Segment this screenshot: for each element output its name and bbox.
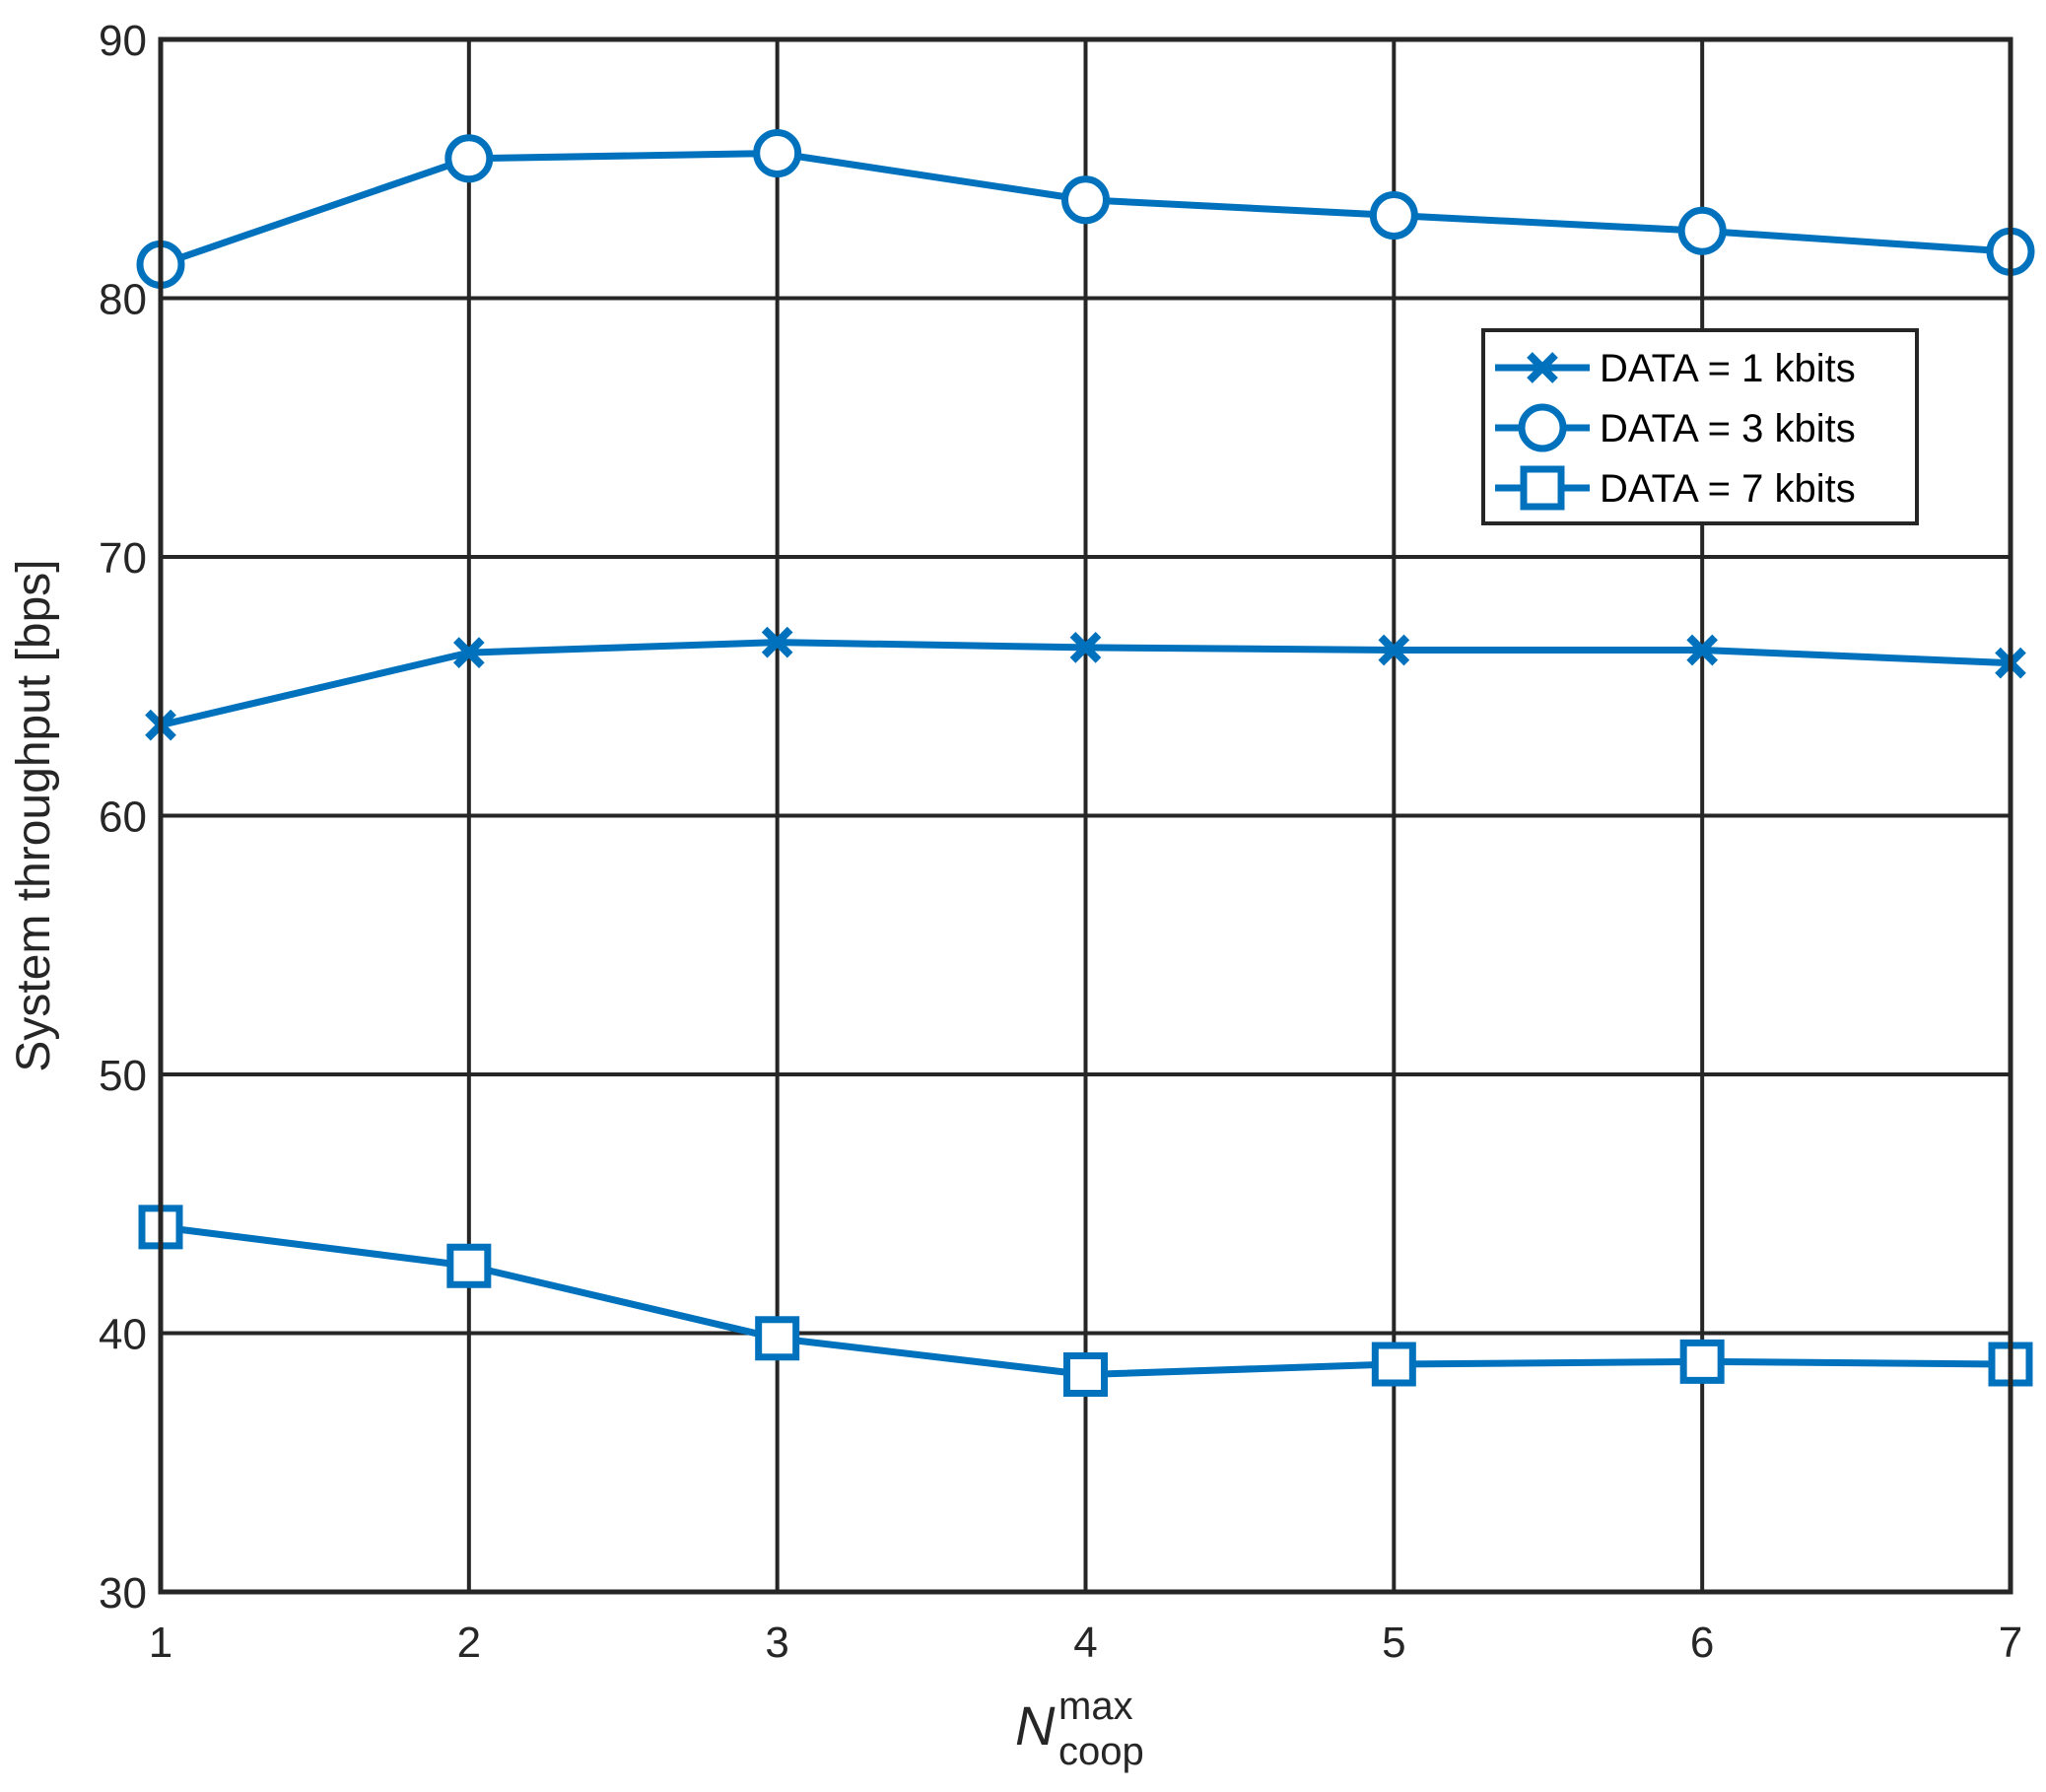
series-1: [145, 626, 2026, 741]
marker-stroke: [1527, 352, 1558, 383]
data-point: [1369, 191, 1418, 240]
y-tick-label: 50: [99, 1052, 147, 1100]
tick-labels: 1 2 3 4 5 6 7 30 40 50 60 70 80 90: [99, 17, 2022, 1667]
data-point: [444, 134, 494, 183]
x-axis-label: N max coop: [1015, 1678, 1146, 1773]
data-point: [1371, 1342, 1416, 1387]
data-point: [446, 1243, 492, 1288]
data-point: [1378, 634, 1410, 666]
legend: DATA = 1 kbits DATA = 3 kbits DATA = 7 kbi…: [1481, 328, 1919, 525]
y-tick-label: 90: [99, 17, 147, 65]
x-tick-label: 3: [765, 1619, 788, 1667]
x-axis-label-superscript: max: [1058, 1685, 1133, 1728]
x-tick-label: 2: [457, 1619, 481, 1667]
x-tick-label: 4: [1073, 1619, 1097, 1667]
plot-frame: [158, 36, 2013, 1595]
marker-stroke: [1686, 634, 1718, 666]
marker-stroke: [1378, 634, 1410, 666]
legend-item-2: DATA = 3 kbits: [1495, 403, 1856, 452]
legend-marker: [1518, 403, 1567, 452]
y-tick-label: 70: [99, 534, 147, 583]
x-tick-label: 6: [1690, 1619, 1714, 1667]
data-point: [1061, 175, 1110, 225]
y-tick-label: 40: [99, 1311, 147, 1359]
x-tick-label: 7: [1999, 1619, 2022, 1667]
data-point: [1677, 206, 1727, 255]
data-point: [1679, 1339, 1725, 1384]
x-tick-label: 5: [1382, 1619, 1405, 1667]
data-point: [453, 637, 485, 668]
y-tick-label: 30: [99, 1569, 147, 1618]
y-tick-label: 60: [99, 793, 147, 842]
legend-label: DATA = 7 kbits: [1600, 467, 1856, 511]
data-point: [753, 129, 802, 177]
data-point: [761, 626, 793, 658]
data-point: [1686, 634, 1718, 666]
data-point: [1069, 632, 1102, 663]
marker-stroke: [1069, 632, 1102, 663]
y-axis-label: System throughput [bps]: [8, 559, 60, 1071]
x-axis-label-main: N: [1015, 1694, 1056, 1757]
y-tick-label: 80: [99, 276, 147, 324]
data-point: [1063, 1352, 1108, 1397]
x-axis-label-subscript: coop: [1058, 1730, 1144, 1773]
series-layer: [136, 129, 2035, 1397]
legend-label: DATA = 1 kbits: [1600, 347, 1856, 390]
series-3: [138, 1205, 2033, 1397]
legend-item-1: DATA = 1 kbits: [1495, 347, 1856, 390]
x-tick-label: 1: [149, 1619, 172, 1667]
legend-label: DATA = 3 kbits: [1600, 407, 1856, 450]
marker-stroke: [761, 626, 793, 658]
legend-marker: [1527, 352, 1558, 383]
data-point: [755, 1316, 800, 1361]
legend-item-3: DATA = 7 kbits: [1495, 465, 1856, 511]
marker-stroke: [453, 637, 485, 668]
legend-marker: [1520, 465, 1565, 511]
